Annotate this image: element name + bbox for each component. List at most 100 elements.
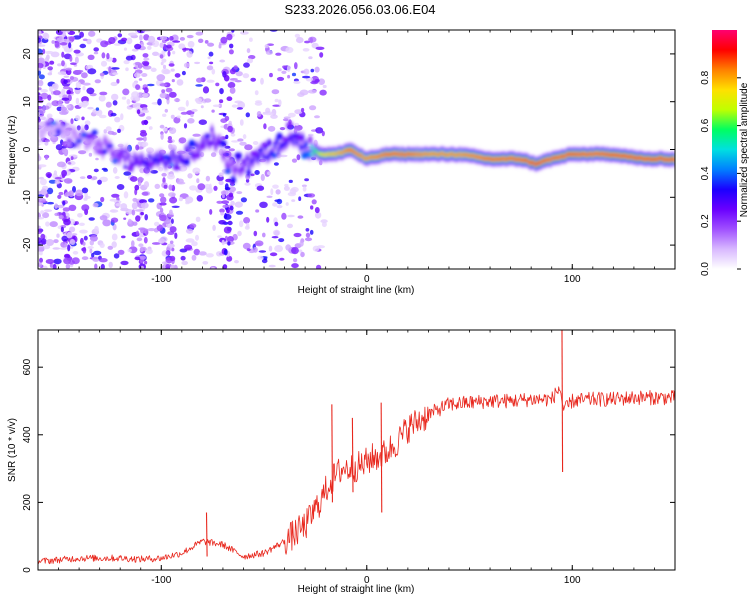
spectrogram-cell	[38, 108, 46, 115]
ridge-cell	[230, 175, 237, 184]
spectrogram-cell	[224, 145, 231, 149]
spectrogram-cell	[78, 102, 84, 108]
spectrogram-cell	[320, 219, 328, 224]
spectrogram-cell	[88, 30, 96, 37]
spectrogram-cell	[185, 100, 189, 107]
spectrogram-cell	[263, 257, 268, 261]
spectrogram-cell	[285, 244, 292, 251]
spectrogram-cell	[132, 102, 141, 109]
spectrogram-cell	[270, 188, 274, 196]
snr-x-tick-label: 0	[364, 575, 370, 586]
spectrogram-cell	[195, 234, 199, 241]
spectrogram-cell	[58, 214, 64, 220]
spectrogram-cell	[218, 172, 224, 178]
spectrogram-cell	[283, 116, 291, 119]
spectrogram-cell	[102, 219, 112, 227]
spectrogram-cell	[305, 232, 311, 238]
spectrogram-cell	[131, 48, 139, 52]
spectrogram-cell	[147, 83, 155, 87]
snr-series-line	[38, 386, 675, 565]
spectrogram-cell	[166, 44, 172, 49]
spectrogram-cell	[189, 185, 197, 191]
spectrogram-cell	[61, 60, 65, 67]
spectrogram-cell	[38, 79, 44, 87]
spectrogram-cell	[162, 177, 166, 184]
spectrogram-cell	[45, 259, 55, 264]
spectrogram-cell	[141, 93, 149, 98]
spectrogram-cell	[81, 256, 89, 261]
spectrogram-cell	[38, 57, 45, 64]
spectrogram-cell	[99, 176, 108, 183]
spectrogram-cell	[279, 154, 288, 158]
spectrogram-cell	[83, 100, 89, 107]
spectrogram-cell	[302, 48, 310, 52]
spectrogram-cell	[108, 66, 112, 74]
spectrogram-cell	[110, 112, 117, 117]
spectrogram-cell	[231, 104, 238, 108]
spectrogram-cell	[294, 122, 299, 126]
spectrogram-cell	[250, 173, 255, 177]
spectrogram-cell	[163, 184, 168, 189]
spectrogram-cell	[270, 114, 278, 119]
spectrogram-cell	[192, 133, 201, 137]
spectrogram-cell	[87, 68, 97, 75]
spectrogram-cell	[227, 82, 236, 89]
spectrogram-cell	[69, 76, 75, 80]
ridge-cell	[188, 139, 197, 148]
spectrogram-cell	[310, 205, 314, 210]
spectrogram-cell	[156, 224, 163, 232]
spectrogram-cell	[234, 80, 242, 83]
spectrogram-cell	[99, 215, 108, 221]
spectrogram-cell	[38, 225, 41, 229]
spectrogram-cell	[314, 66, 320, 73]
spectrogram-cell	[89, 248, 93, 254]
spectrogram-cell	[271, 236, 279, 239]
spectrogram-cell	[84, 124, 89, 131]
spectrogram-cell	[239, 220, 244, 228]
colorbar: 0.0 0.2 0.4 0.6 0.8 Normalized spectral ampl…	[700, 30, 750, 276]
spectrogram-cell	[65, 67, 72, 71]
spectrogram-cell	[307, 193, 316, 198]
spectrogram-cell	[39, 257, 43, 263]
spectrogram-cell	[44, 141, 49, 146]
spectrogram-cell	[237, 230, 242, 237]
spectrogram-cell	[220, 211, 224, 216]
snr-x-tick-label: -100	[151, 575, 171, 586]
spectrogram-cell	[88, 152, 93, 157]
spectrogram-cell	[187, 40, 195, 48]
spectrogram-cell	[198, 119, 207, 125]
spectrogram-cell	[219, 59, 226, 63]
ridge-cell	[199, 143, 206, 150]
spectrogram-cell	[179, 37, 185, 41]
spectrogram-cell	[123, 191, 129, 199]
spectrogram-cell	[268, 245, 273, 252]
ridge-cell	[304, 141, 308, 147]
spectrogram-cell	[114, 116, 121, 123]
ridge-cell	[148, 161, 154, 168]
chart-title: S233.2026.056.03.06.E04	[284, 2, 435, 17]
spectrogram-cell	[108, 261, 113, 269]
spectrogram-cell	[147, 35, 156, 44]
spectrogram-cell	[299, 89, 309, 96]
spectrogram-cell	[143, 34, 150, 41]
spectrogram-cell	[163, 43, 167, 50]
ridge-cell	[61, 121, 67, 127]
spectrogram-cell	[303, 68, 310, 75]
spectrogram-cell	[169, 226, 177, 233]
spectrogram-cell	[274, 245, 283, 253]
spectrogram-cell	[198, 38, 204, 43]
spectrogram-cell	[45, 172, 52, 178]
spectrogram-cell	[70, 62, 77, 65]
snr-y-tick-label: 200	[22, 494, 33, 511]
spectrogram-cell	[88, 217, 95, 221]
spectrogram-cell	[269, 112, 274, 116]
spectrogram-cell	[97, 179, 102, 185]
spectrogram-cell	[167, 50, 171, 57]
spectrogram-cell	[304, 40, 311, 44]
spectrogram-cell	[134, 209, 144, 212]
ridge-cell	[162, 154, 171, 160]
spectrogram-cell	[310, 68, 315, 73]
spectrogram-cell	[101, 52, 106, 59]
spectrogram-cell	[71, 233, 78, 236]
